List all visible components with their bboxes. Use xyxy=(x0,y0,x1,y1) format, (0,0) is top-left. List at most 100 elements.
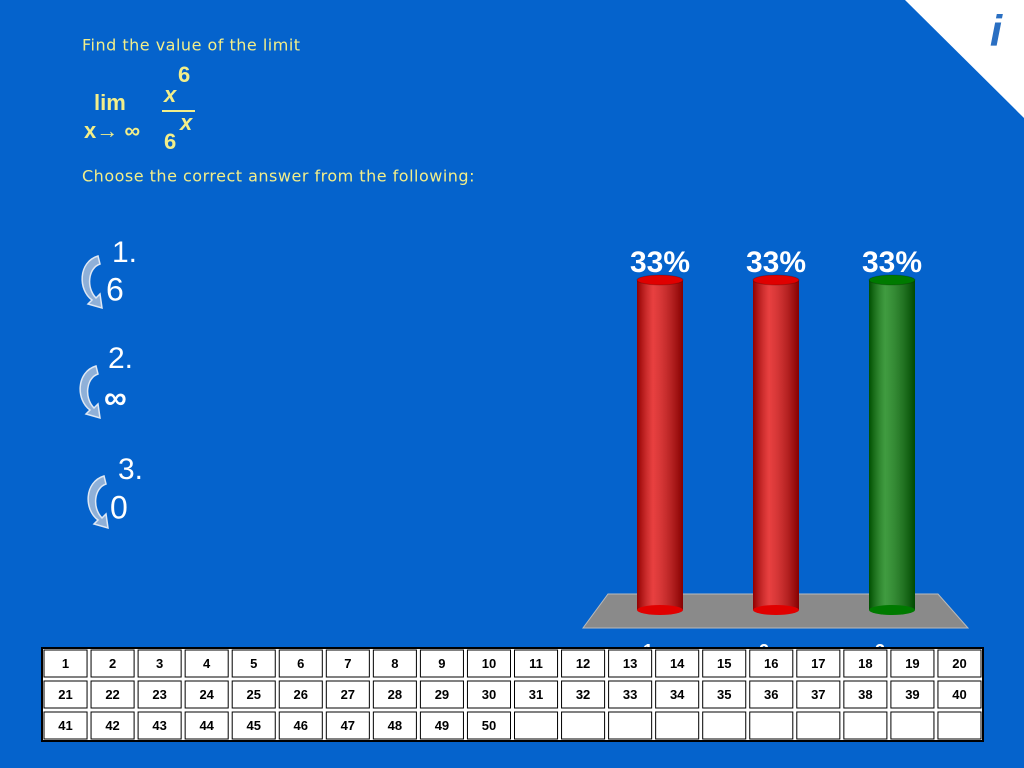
bar-top xyxy=(868,274,916,286)
bar-bottom xyxy=(753,605,799,615)
lim-under: x→ ∞ xyxy=(84,118,140,143)
table-cell xyxy=(655,711,700,740)
answer-number: 1. xyxy=(112,236,137,269)
table-cell xyxy=(43,649,88,678)
table-cell xyxy=(137,680,182,709)
cell-text: 36 xyxy=(764,687,778,702)
answer-number: 3. xyxy=(118,453,143,486)
cell-text: 26 xyxy=(294,687,308,702)
table-cell xyxy=(231,711,276,740)
table-cell xyxy=(278,680,323,709)
logo: i xyxy=(990,7,1003,56)
table-cell xyxy=(231,680,276,709)
table-bg xyxy=(41,647,984,742)
cell-text: 5 xyxy=(250,656,257,671)
cell-text: 50 xyxy=(482,718,496,733)
table-cell xyxy=(419,711,464,740)
value-label: 33% xyxy=(630,246,690,279)
table-cell xyxy=(702,649,747,678)
table-cell xyxy=(90,711,135,740)
table-cell xyxy=(608,711,653,740)
table-cell xyxy=(514,680,559,709)
cell-text: 3 xyxy=(156,656,163,671)
cell-text: 40 xyxy=(952,687,966,702)
cell-text: 10 xyxy=(482,656,496,671)
cell-text: 48 xyxy=(388,718,402,733)
table-cell xyxy=(796,711,841,740)
num-base: x xyxy=(163,82,177,107)
cell-text: 46 xyxy=(294,718,308,733)
table-cell xyxy=(749,680,794,709)
table-cell xyxy=(466,680,512,709)
answer-icon xyxy=(79,365,101,420)
table-cell xyxy=(184,680,229,709)
table-cell xyxy=(514,649,559,678)
table-cell xyxy=(43,711,88,740)
value-label: 33% xyxy=(862,246,922,279)
cell-text: 12 xyxy=(576,656,590,671)
cell-text: 44 xyxy=(199,718,214,733)
table-cell xyxy=(419,680,464,709)
table-cell xyxy=(608,680,653,709)
answer-icons xyxy=(79,255,109,530)
answer-icon xyxy=(87,475,109,530)
cell-text: 47 xyxy=(341,718,355,733)
cell-text: 1 xyxy=(62,656,69,671)
cell-text: 30 xyxy=(482,687,496,702)
table-cell xyxy=(561,680,606,709)
cell-text: 39 xyxy=(905,687,919,702)
table-cell xyxy=(937,680,982,709)
cell-text: 29 xyxy=(435,687,449,702)
cell-text: 25 xyxy=(246,687,260,702)
table-cell xyxy=(514,711,559,740)
table-cell xyxy=(184,711,229,740)
cell-text: 15 xyxy=(717,656,731,671)
bar-top xyxy=(752,274,800,286)
cell-text: 4 xyxy=(203,656,211,671)
table-cell xyxy=(561,649,606,678)
table-cell xyxy=(937,711,982,740)
cell-text: 13 xyxy=(623,656,637,671)
answer-icon xyxy=(81,255,103,310)
table-cell xyxy=(890,711,935,740)
value-label: 33% xyxy=(746,246,806,279)
table-cell xyxy=(702,680,747,709)
cell-text: 7 xyxy=(344,656,351,671)
table-cell xyxy=(231,649,276,678)
table-cell xyxy=(90,680,135,709)
table-cell xyxy=(372,649,417,678)
bar-bottom xyxy=(637,605,683,615)
cell-text: 18 xyxy=(858,656,872,671)
answer-text: 6 xyxy=(106,271,124,307)
table-cell xyxy=(184,649,229,678)
instruction: Choose the correct answer from the follo… xyxy=(82,167,475,186)
cell-text: 49 xyxy=(435,718,449,733)
cell-text: 27 xyxy=(341,687,355,702)
cell-text: 20 xyxy=(952,656,966,671)
bar-shade xyxy=(637,280,683,610)
table-cell xyxy=(278,649,323,678)
table-cell xyxy=(278,711,323,740)
bar-shade xyxy=(753,280,799,610)
table-cell xyxy=(796,680,841,709)
cell-text: 11 xyxy=(529,656,543,671)
answer-number: 2. xyxy=(108,342,133,375)
cell-text: 31 xyxy=(529,687,543,702)
table-cell xyxy=(843,711,888,740)
table-cell xyxy=(890,680,935,709)
cell-text: 19 xyxy=(905,656,919,671)
table-cell xyxy=(466,711,512,740)
table-cell xyxy=(372,711,417,740)
cell-text: 8 xyxy=(391,656,398,671)
table-cell xyxy=(608,649,653,678)
table-cell xyxy=(372,680,417,709)
cell-text: 43 xyxy=(152,718,166,733)
table-cell xyxy=(137,649,182,678)
table-cell xyxy=(325,680,370,709)
cell-text: 22 xyxy=(105,687,119,702)
cell-text: 14 xyxy=(670,656,685,671)
table-cell xyxy=(466,649,512,678)
table-cell xyxy=(702,711,747,740)
cell-text: 23 xyxy=(152,687,166,702)
